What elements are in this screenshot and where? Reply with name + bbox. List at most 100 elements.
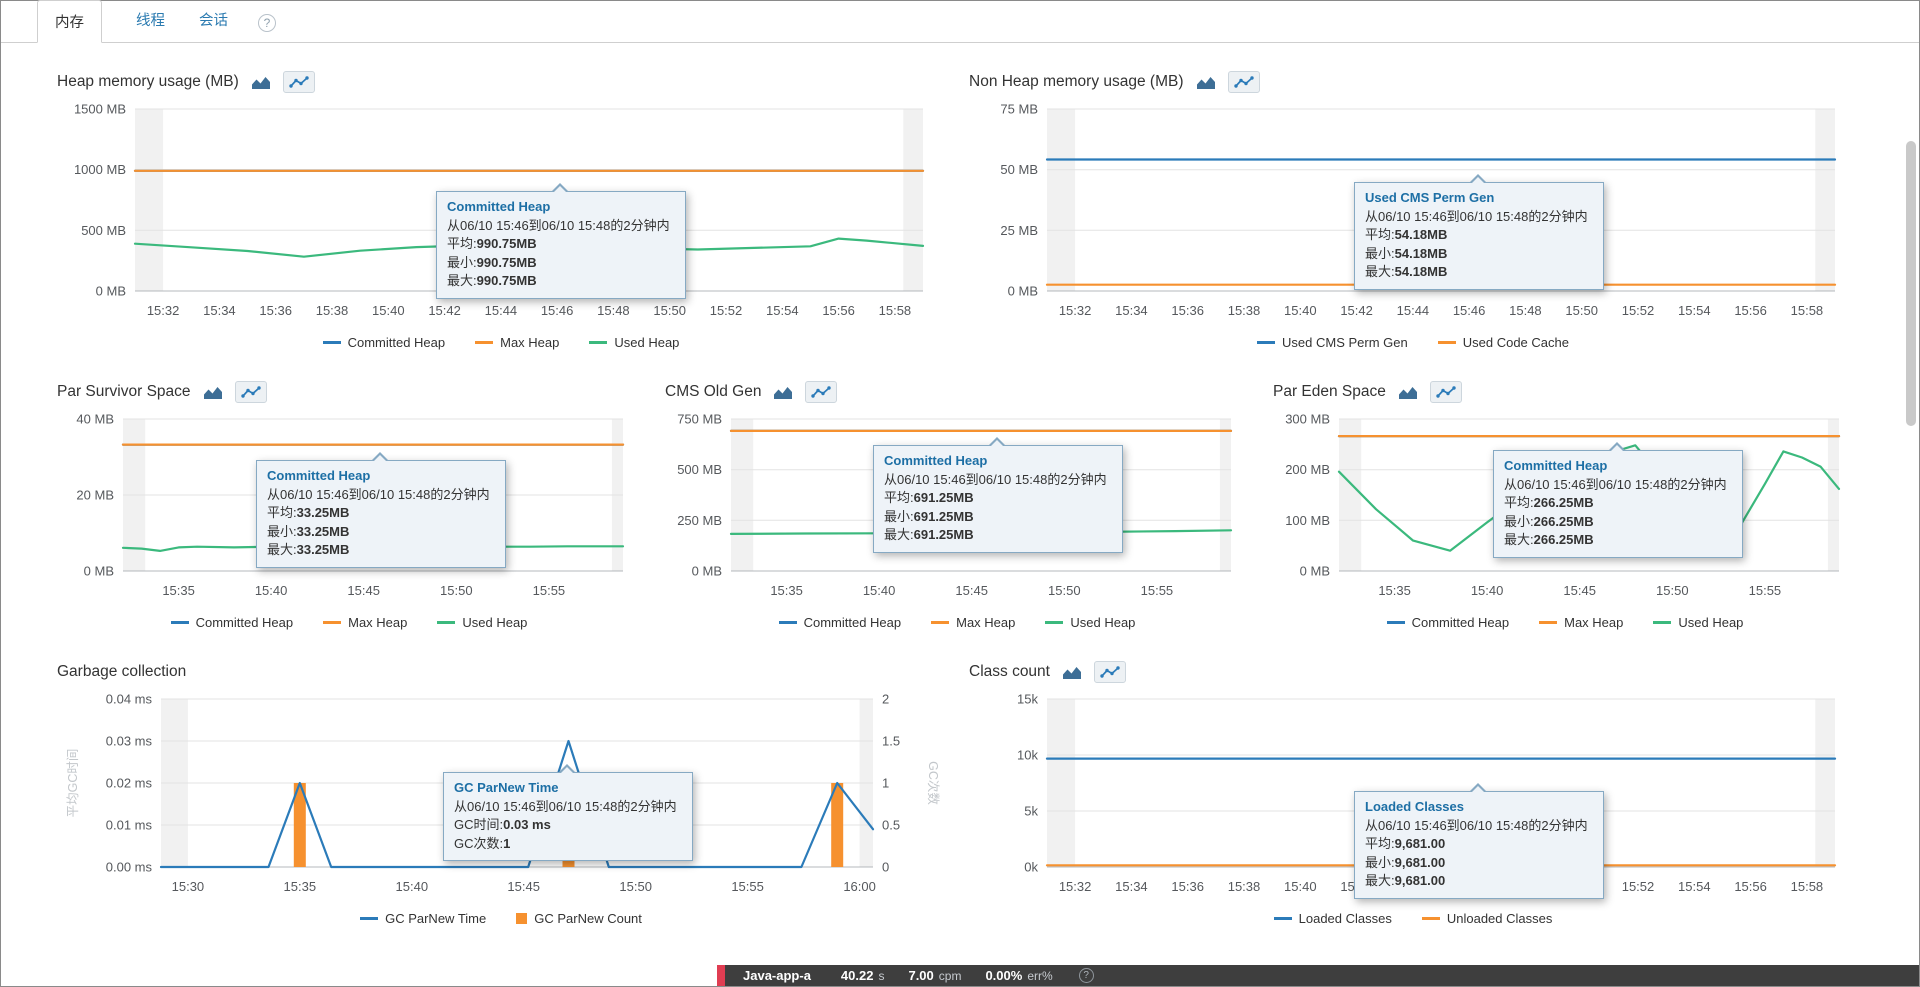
svg-text:15:46: 15:46 xyxy=(541,303,574,318)
tab-sessions[interactable]: 会话 xyxy=(199,13,228,29)
line-chart-icon[interactable] xyxy=(1227,71,1260,93)
tab-threads[interactable]: 线程 xyxy=(136,13,165,29)
line-chart-icon[interactable] xyxy=(234,381,267,403)
area-chart-icon[interactable] xyxy=(249,71,273,93)
tooltip-row: 最小:54.18MB xyxy=(1365,245,1448,261)
legend-item[interactable]: Max Heap xyxy=(931,615,1015,630)
scrollbar-thumb[interactable] xyxy=(1906,141,1916,426)
dashboard-content: Heap memory usage (MB) 0 MB 500 MB 1000 MB… xyxy=(1,43,1919,935)
legend-item[interactable]: Used Heap xyxy=(1653,615,1743,630)
tab-memory[interactable]: 内存 xyxy=(37,0,102,43)
svg-text:15:42: 15:42 xyxy=(1340,303,1373,318)
chart-legend: Used CMS Perm Gen Used Code Cache xyxy=(969,325,1857,359)
tab-bar: 内存 线程 会话 ? xyxy=(1,0,1919,43)
par-eden-chart[interactable]: 0 MB 100 MB 200 MB 300 MB 15:35 15:40 15:45 15:… xyxy=(1273,405,1857,605)
legend-label: Used Heap xyxy=(462,614,528,630)
area-chart-icon[interactable] xyxy=(771,381,795,403)
svg-text:250 MB: 250 MB xyxy=(677,513,722,528)
chart-title: Par Eden Space xyxy=(1273,383,1386,400)
legend-label: Unloaded Classes xyxy=(1446,910,1553,926)
footer-accent-stripe xyxy=(717,965,725,986)
svg-text:15:34: 15:34 xyxy=(1115,879,1148,894)
legend-item[interactable]: Used Heap xyxy=(589,335,679,350)
svg-text:0.04 ms: 0.04 ms xyxy=(106,692,153,707)
class-count-panel: Class count 0k 5k 10k 15k 15:32 15:34 15:36 15:… xyxy=(969,659,1857,935)
cms-old-gen-chart[interactable]: 0 MB 250 MB 500 MB 750 MB 15:35 15:40 15:45 15:… xyxy=(665,405,1249,605)
legend-item[interactable]: GC ParNew Time xyxy=(360,911,486,926)
legend-swatch xyxy=(360,916,379,920)
tooltip-row: 平均:9,681.00 xyxy=(1365,836,1446,851)
svg-text:15:40: 15:40 xyxy=(372,303,405,318)
svg-text:0 MB: 0 MB xyxy=(84,564,114,579)
chart-legend: Committed Heap Max Heap Used Heap xyxy=(57,605,641,639)
svg-text:15:44: 15:44 xyxy=(485,303,518,318)
svg-text:15:38: 15:38 xyxy=(1228,879,1261,894)
svg-text:15:30: 15:30 xyxy=(172,879,205,894)
garbage-collection-chart[interactable]: 0.00 ms 0.01 ms 0.02 ms 0.03 ms 0.04 ms 0 0.5 1… xyxy=(57,685,945,901)
legend-item[interactable]: Max Heap xyxy=(1539,615,1623,630)
tooltip-row: 最小:691.25MB xyxy=(884,508,974,524)
legend-item[interactable]: Unloaded Classes xyxy=(1421,910,1553,926)
legend-label: Max Heap xyxy=(348,614,408,630)
svg-text:15:45: 15:45 xyxy=(507,879,540,894)
legend-item[interactable]: Committed Heap xyxy=(322,335,445,350)
legend-item[interactable]: Used Code Cache xyxy=(1437,335,1569,350)
garbage-collection-panel: Garbage collection 0.00 ms 0.01 ms 0.02 ms… xyxy=(57,659,945,935)
svg-text:15:40: 15:40 xyxy=(863,583,896,598)
help-icon[interactable]: ? xyxy=(258,14,276,32)
svg-text:0.01 ms: 0.01 ms xyxy=(106,818,153,833)
svg-text:15:54: 15:54 xyxy=(1678,879,1711,894)
area-chart-icon[interactable] xyxy=(201,381,225,403)
chart-header: CMS Old Gen xyxy=(665,379,1249,405)
line-chart-icon[interactable] xyxy=(1093,661,1126,683)
legend-item[interactable]: Committed Heap xyxy=(1386,615,1509,630)
chart-title: Non Heap memory usage (MB) xyxy=(969,73,1184,90)
tooltip-row: 最大:54.18MB xyxy=(1365,264,1448,279)
svg-text:0.03 ms: 0.03 ms xyxy=(106,734,153,749)
legend-swatch xyxy=(1257,340,1276,344)
legend-item[interactable]: Used Heap xyxy=(437,615,527,630)
area-chart-icon[interactable] xyxy=(1396,381,1420,403)
tooltip-row: 最大:33.25MB xyxy=(267,542,350,557)
tooltip-row: 平均:691.25MB xyxy=(884,490,974,505)
footer-help-icon[interactable]: ? xyxy=(1078,968,1094,983)
svg-text:20 MB: 20 MB xyxy=(76,488,114,503)
chart-header: Garbage collection xyxy=(57,659,945,685)
legend-swatch xyxy=(1539,620,1558,624)
legend-item[interactable]: Loaded Classes xyxy=(1273,911,1392,926)
legend-item[interactable]: GC ParNew Count xyxy=(516,911,642,926)
svg-text:15:50: 15:50 xyxy=(440,583,473,598)
tooltip-period: 从06/10 15:46到06/10 15:48的2分钟内 xyxy=(454,798,677,814)
legend-label: Max Heap xyxy=(1564,614,1624,630)
footer-throughput: 7.00 cpm xyxy=(908,968,962,983)
legend-item[interactable]: Used CMS Perm Gen xyxy=(1257,335,1408,350)
tooltip-row: 最小:9,681.00 xyxy=(1365,854,1446,870)
svg-text:15:40: 15:40 xyxy=(396,879,429,894)
legend-label: Used Heap xyxy=(1070,614,1136,630)
legend-item[interactable]: Committed Heap xyxy=(778,615,901,630)
svg-text:15:55: 15:55 xyxy=(533,583,566,598)
tooltip-title: Committed Heap xyxy=(1504,458,1608,473)
tooltip-caret xyxy=(1469,783,1487,793)
legend-item[interactable]: Committed Heap xyxy=(170,615,293,630)
area-chart-icon[interactable] xyxy=(1060,661,1084,683)
line-chart-icon[interactable] xyxy=(1429,381,1462,403)
svg-text:15:35: 15:35 xyxy=(1378,583,1411,598)
legend-item[interactable]: Max Heap xyxy=(323,615,407,630)
area-chart-icon[interactable] xyxy=(1194,71,1218,93)
tooltip-row: 平均:33.25MB xyxy=(267,505,350,520)
svg-text:50 MB: 50 MB xyxy=(1000,162,1038,177)
line-chart-icon[interactable] xyxy=(282,71,315,93)
legend-item[interactable]: Used Heap xyxy=(1045,615,1135,630)
svg-text:15:36: 15:36 xyxy=(259,303,292,318)
svg-text:0 MB: 0 MB xyxy=(692,564,722,579)
svg-text:15:34: 15:34 xyxy=(203,303,236,318)
svg-text:0: 0 xyxy=(882,860,889,875)
chart-legend: Committed Heap Max Heap Used Heap xyxy=(57,325,945,359)
line-chart-icon[interactable] xyxy=(805,381,838,403)
tooltip-period: 从06/10 15:46到06/10 15:48的2分钟内 xyxy=(447,217,670,233)
tooltip-row: GC次数:1 xyxy=(454,835,511,851)
legend-item[interactable]: Max Heap xyxy=(475,335,559,350)
svg-text:2: 2 xyxy=(882,692,889,707)
tooltip-row: 平均:54.18MB xyxy=(1365,227,1448,242)
